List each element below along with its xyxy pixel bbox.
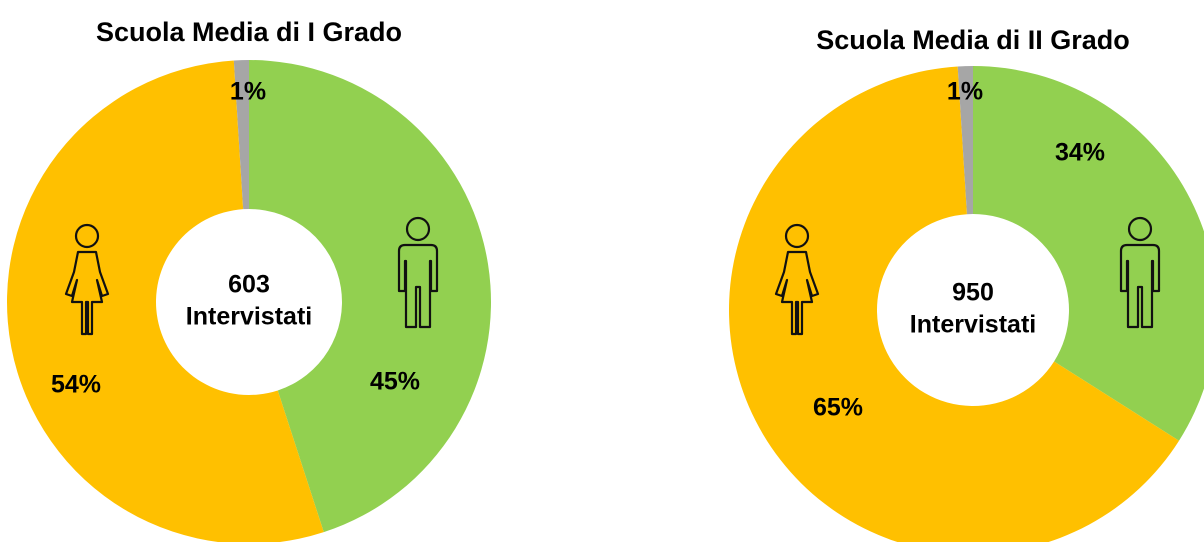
value-label: 34% bbox=[1055, 139, 1105, 167]
chart-title: Scuola Media di I Grado bbox=[96, 17, 402, 47]
center-label: Intervistati bbox=[186, 303, 312, 331]
donut-chart: 34% 65% 1% 950 Intervistati Scuola Media di I… bbox=[729, 25, 1204, 542]
value-label: 54% bbox=[51, 371, 101, 399]
donut-segment bbox=[249, 60, 491, 533]
donut-chart: 45% 54% 1% 603 Intervistati Scuola Media di I… bbox=[7, 17, 491, 542]
chart-title: Scuola Media di II Grado bbox=[816, 25, 1130, 55]
center-label: 950 bbox=[952, 279, 994, 307]
donut-segment bbox=[957, 66, 973, 215]
value-label: 65% bbox=[813, 394, 863, 422]
donut-segment bbox=[729, 66, 1180, 542]
donut-segment bbox=[233, 60, 249, 210]
center-label: Intervistati bbox=[910, 311, 1036, 339]
donut-segment bbox=[973, 66, 1204, 441]
value-label: 1% bbox=[230, 78, 266, 106]
value-label: 45% bbox=[370, 368, 420, 396]
center-label: 603 bbox=[228, 271, 270, 299]
donut-segment bbox=[7, 60, 324, 542]
value-label: 1% bbox=[947, 78, 983, 106]
